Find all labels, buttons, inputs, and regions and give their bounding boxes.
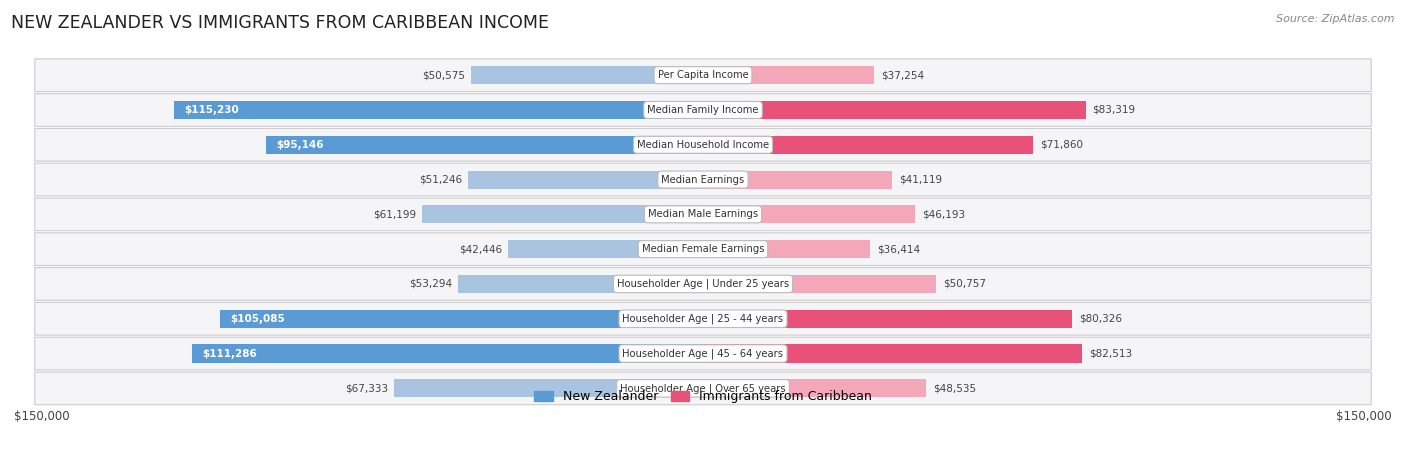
Text: Per Capita Income: Per Capita Income xyxy=(658,70,748,80)
Text: $82,513: $82,513 xyxy=(1088,348,1132,359)
Text: $37,254: $37,254 xyxy=(882,70,924,80)
Text: Median Household Income: Median Household Income xyxy=(637,140,769,150)
Text: $150,000: $150,000 xyxy=(14,410,70,423)
Bar xyxy=(266,136,703,154)
Text: Householder Age | Over 65 years: Householder Age | Over 65 years xyxy=(620,383,786,394)
Text: $105,085: $105,085 xyxy=(231,314,285,324)
Bar xyxy=(703,66,875,84)
Bar xyxy=(703,136,1033,154)
Text: $53,294: $53,294 xyxy=(409,279,453,289)
Text: $111,286: $111,286 xyxy=(202,348,257,359)
Bar xyxy=(703,240,870,258)
Text: $48,535: $48,535 xyxy=(932,383,976,393)
Bar xyxy=(703,379,927,397)
FancyBboxPatch shape xyxy=(35,93,1371,127)
Legend: New Zealander, Immigrants from Caribbean: New Zealander, Immigrants from Caribbean xyxy=(529,385,877,408)
Text: Householder Age | 25 - 44 years: Householder Age | 25 - 44 years xyxy=(623,313,783,324)
FancyBboxPatch shape xyxy=(35,372,1371,405)
FancyBboxPatch shape xyxy=(35,59,1371,92)
FancyBboxPatch shape xyxy=(35,337,1371,370)
Text: $42,446: $42,446 xyxy=(460,244,502,254)
Bar xyxy=(703,310,1071,328)
Bar xyxy=(703,101,1085,119)
Bar xyxy=(471,66,703,84)
FancyBboxPatch shape xyxy=(35,198,1371,231)
Text: Householder Age | 45 - 64 years: Householder Age | 45 - 64 years xyxy=(623,348,783,359)
Bar xyxy=(703,205,915,223)
Text: $150,000: $150,000 xyxy=(1336,410,1392,423)
Bar xyxy=(703,275,936,293)
Text: $50,575: $50,575 xyxy=(422,70,465,80)
Text: $95,146: $95,146 xyxy=(277,140,323,150)
Text: $80,326: $80,326 xyxy=(1078,314,1122,324)
Text: $61,199: $61,199 xyxy=(373,209,416,219)
Text: $36,414: $36,414 xyxy=(877,244,921,254)
Text: Median Family Income: Median Family Income xyxy=(647,105,759,115)
Text: Median Female Earnings: Median Female Earnings xyxy=(641,244,765,254)
Text: $50,757: $50,757 xyxy=(943,279,986,289)
Text: $67,333: $67,333 xyxy=(344,383,388,393)
Text: $41,119: $41,119 xyxy=(898,175,942,184)
Bar xyxy=(191,345,703,362)
Text: $71,860: $71,860 xyxy=(1040,140,1083,150)
FancyBboxPatch shape xyxy=(35,233,1371,266)
Text: $51,246: $51,246 xyxy=(419,175,463,184)
Text: Householder Age | Under 25 years: Householder Age | Under 25 years xyxy=(617,279,789,289)
Bar xyxy=(508,240,703,258)
Text: Median Male Earnings: Median Male Earnings xyxy=(648,209,758,219)
Text: NEW ZEALANDER VS IMMIGRANTS FROM CARIBBEAN INCOME: NEW ZEALANDER VS IMMIGRANTS FROM CARIBBE… xyxy=(11,14,550,32)
Bar xyxy=(703,345,1083,362)
Bar xyxy=(221,310,703,328)
Bar xyxy=(703,170,891,189)
Bar xyxy=(394,379,703,397)
Bar xyxy=(422,205,703,223)
Text: $115,230: $115,230 xyxy=(184,105,239,115)
FancyBboxPatch shape xyxy=(35,163,1371,196)
FancyBboxPatch shape xyxy=(35,128,1371,161)
Bar xyxy=(468,170,703,189)
Text: $83,319: $83,319 xyxy=(1092,105,1136,115)
Bar xyxy=(174,101,703,119)
Text: Median Earnings: Median Earnings xyxy=(661,175,745,184)
Text: Source: ZipAtlas.com: Source: ZipAtlas.com xyxy=(1277,14,1395,24)
Text: $46,193: $46,193 xyxy=(922,209,965,219)
FancyBboxPatch shape xyxy=(35,303,1371,335)
Bar xyxy=(458,275,703,293)
FancyBboxPatch shape xyxy=(35,268,1371,300)
